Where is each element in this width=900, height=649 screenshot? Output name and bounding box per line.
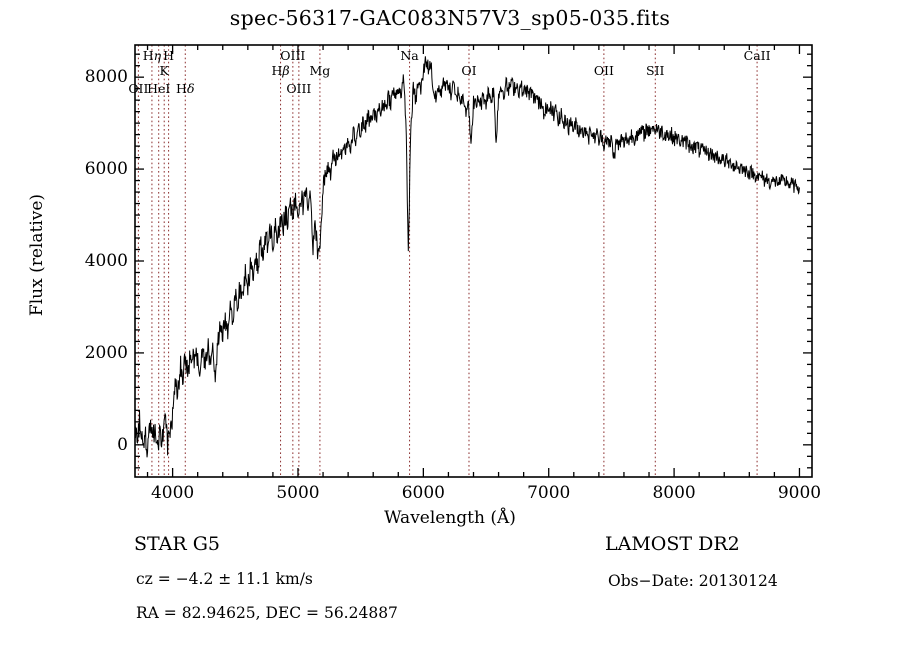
spectral-line-label-Hbeta: Hβ: [271, 63, 290, 78]
spectral-line-label-OII: OII: [128, 81, 149, 96]
coordinates-text: RA = 82.94625, DEC = 56.24887: [136, 604, 398, 622]
survey-text: LAMOST DR2: [605, 533, 740, 555]
x-tick-label-4000: 4000: [150, 483, 195, 503]
spectral-line-label-OI: OI: [461, 63, 477, 78]
y-tick-label-8000: 8000: [84, 67, 128, 88]
y-tick-label-group: 0 2000 4000 6000 8000: [60, 0, 128, 649]
y-tick-label-2000: 2000: [84, 342, 128, 363]
obs-date-text: Obs−Date: 20130124: [608, 572, 778, 590]
x-tick-label-9000: 9000: [777, 483, 822, 503]
x-tick-label-6000: 6000: [401, 483, 445, 503]
x-tick-label-8000: 8000: [652, 483, 696, 503]
x-tick-label-5000: 5000: [276, 483, 320, 503]
y-axis-title: Flux (relative): [27, 193, 47, 317]
spectral-line-label-SII: SII: [646, 63, 665, 78]
page-title: spec-56317-GAC083N57V3_sp05-035.fits: [229, 6, 671, 30]
x-axis-title: Wavelength (Å): [384, 508, 516, 528]
x-tick-label-7000: 7000: [527, 483, 571, 503]
spectral-line-label-OIII_b: OIII: [286, 81, 312, 96]
redshift-text: cz = −4.2 ± 11.1 km/s: [136, 570, 313, 588]
spectral-line-label-HeI: HeI: [147, 81, 171, 96]
spectral-line-label-CaII: CaII: [743, 48, 771, 63]
spectral-line-label-Na: Na: [400, 48, 419, 63]
spectrum-trace: [135, 56, 800, 458]
y-tick-label-0: 0: [117, 434, 128, 455]
spectral-line-label-Mg: Mg: [309, 63, 331, 78]
spectral-line-label-OIII_a: OIII: [280, 48, 306, 63]
spectral-line-label-CaH: H: [163, 48, 175, 63]
y-tick-label-4000: 4000: [84, 251, 128, 271]
spectral-line-label-CaK: K: [159, 63, 169, 78]
spectral-line-label-OII_b: OII: [593, 63, 614, 78]
spectral-line-label-Heta: Hη: [142, 48, 162, 63]
y-tick-label-6000: 6000: [84, 159, 128, 180]
spectral-line-label-Hdelta: Hδ: [176, 81, 195, 96]
object-class-text: STAR G5: [134, 533, 220, 555]
